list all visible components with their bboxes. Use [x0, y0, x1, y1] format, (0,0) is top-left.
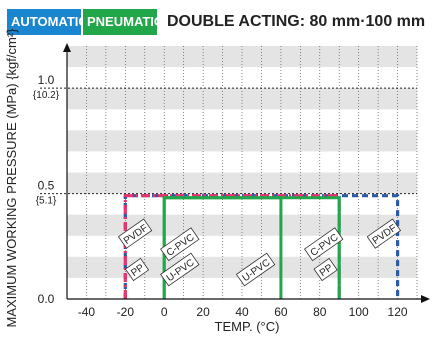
- pneumatic-badge: PNEUMATIC: [83, 9, 163, 35]
- x-axis-arrow-icon: [421, 295, 430, 303]
- reference-lines: [40, 87, 417, 195]
- grid-band: [67, 214, 417, 236]
- x-tick-label: 60: [274, 305, 288, 319]
- grid-band: [67, 172, 417, 194]
- axes: [63, 43, 430, 303]
- series-label-box: [313, 257, 338, 282]
- series-line-pp: [123, 194, 341, 299]
- x-tick-labels: -40 -20 0 20 40 60 80 100 120: [78, 305, 408, 319]
- series-label-tag: PVDF: [117, 218, 153, 249]
- y-tick-sublabel: {10.2}: [33, 90, 60, 101]
- series-label-box: [303, 227, 344, 262]
- automatic-badge: AUTOMATIC: [7, 9, 88, 35]
- y-tick-sublabel: {5.1}: [36, 196, 57, 207]
- x-tick-label: -40: [78, 305, 96, 319]
- x-tick-label: 0: [161, 305, 168, 319]
- y-axis-arrow-icon: [63, 43, 71, 52]
- y-axis-label: MAXIMUM WORKING PRESSURE (MPa) {kgf/cm²}: [4, 28, 19, 328]
- y-tick-label: 0.0: [38, 292, 55, 306]
- chart-title: DOUBLE ACTING: 80 mm·100 mm: [167, 13, 426, 30]
- y-tick-label: 0.5: [38, 179, 55, 193]
- grid-bands: [67, 46, 417, 278]
- series-label-box: [366, 218, 402, 249]
- series-label-box: [235, 252, 276, 287]
- x-tick-label: 40: [235, 305, 249, 319]
- grid-band: [67, 88, 417, 110]
- series-label-box: [160, 227, 200, 262]
- series-label-box: [117, 218, 153, 249]
- series-label-box: [124, 257, 150, 282]
- grid-band: [67, 130, 417, 152]
- series-label-box: [160, 252, 200, 287]
- chart-header: AUTOMATIC PNEUMATIC DOUBLE ACTING: 80 mm…: [7, 9, 425, 35]
- grid-band: [67, 46, 417, 68]
- x-axis-label: TEMP. (°C): [215, 319, 280, 334]
- y-tick-labels: 0.0 0.5 {5.1} 1.0 {10.2}: [33, 73, 60, 306]
- x-tick-label: -20: [117, 305, 135, 319]
- x-tick-label: 80: [313, 305, 327, 319]
- x-tick-label: 100: [349, 305, 369, 319]
- x-tick-label: 20: [196, 305, 210, 319]
- y-tick-label: 1.0: [38, 73, 55, 87]
- x-tick-label: 120: [388, 305, 408, 319]
